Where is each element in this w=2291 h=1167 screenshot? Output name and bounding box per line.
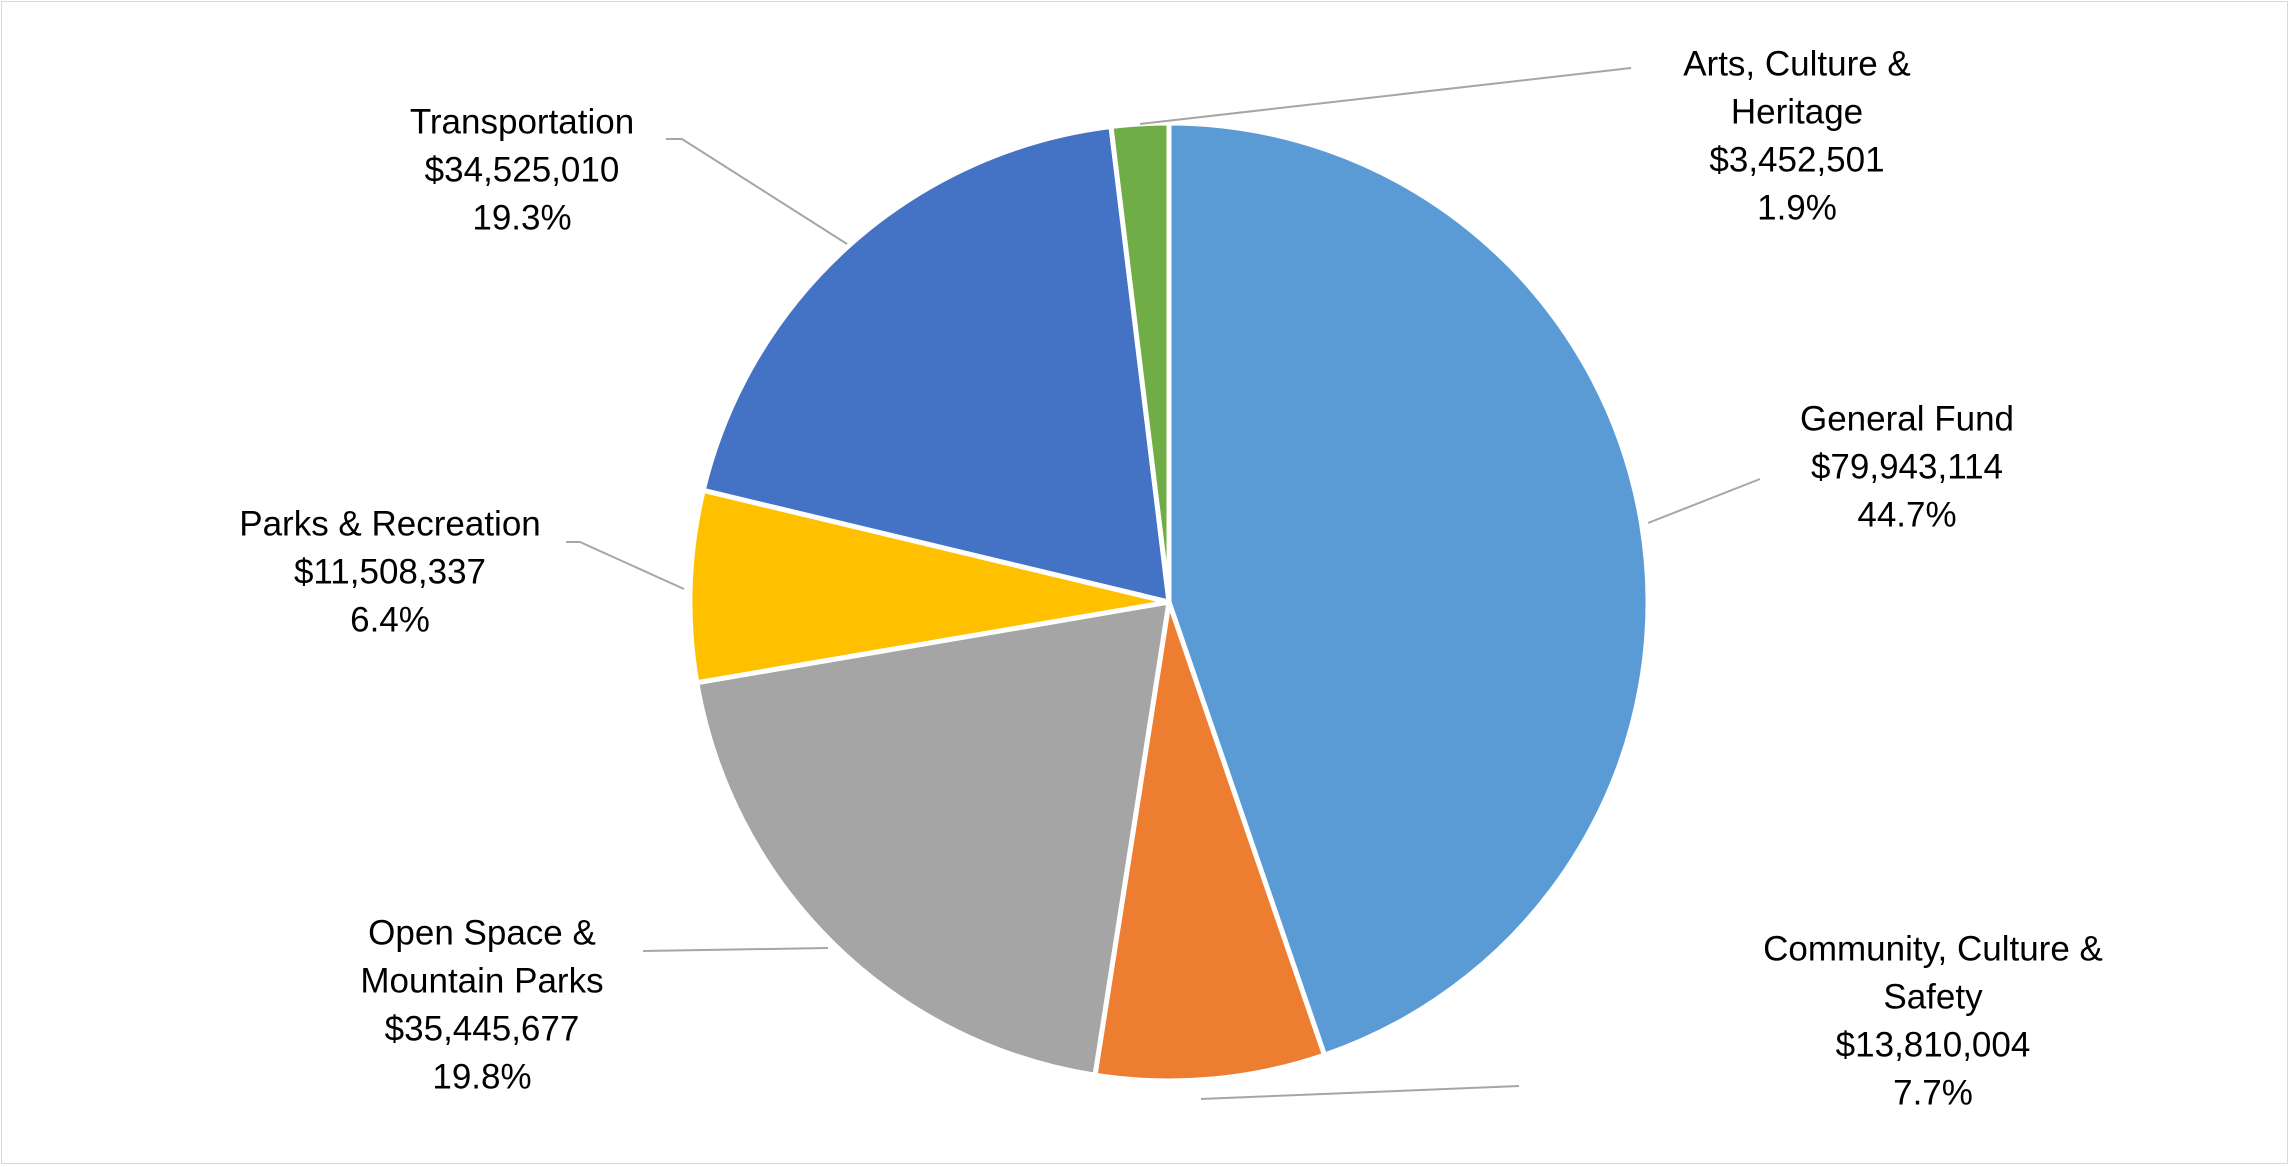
data-label: $11,508,337 bbox=[294, 552, 486, 591]
data-label: 19.3% bbox=[472, 198, 571, 237]
data-label: $79,943,114 bbox=[1811, 447, 2003, 486]
pie-slice bbox=[694, 599, 1172, 1078]
leader-line bbox=[1200, 1085, 1520, 1100]
leader-line bbox=[666, 138, 848, 245]
data-label: 19.8% bbox=[432, 1057, 531, 1096]
data-label: Open Space & bbox=[368, 913, 596, 952]
data-label: $13,810,004 bbox=[1836, 1025, 2031, 1064]
data-label: 1.9% bbox=[1757, 188, 1837, 227]
pie-slice bbox=[1166, 120, 1651, 1058]
leader-line bbox=[1647, 478, 1761, 524]
leader-line bbox=[1139, 67, 1632, 125]
data-label: General Fund bbox=[1800, 399, 2014, 438]
data-label: Community, Culture & bbox=[1763, 929, 2103, 968]
pie-slice bbox=[700, 124, 1172, 605]
data-label: 7.7% bbox=[1893, 1073, 1973, 1112]
data-label: 44.7% bbox=[1857, 495, 1956, 534]
data-label: $3,452,501 bbox=[1709, 140, 1884, 179]
data-label: Parks & Recreation bbox=[239, 504, 541, 543]
data-label: $35,445,677 bbox=[385, 1009, 580, 1048]
data-label: Arts, Culture & bbox=[1683, 44, 1911, 83]
data-label: $34,525,010 bbox=[425, 150, 620, 189]
data-label: Safety bbox=[1883, 977, 1983, 1016]
leader-line bbox=[642, 947, 829, 952]
pie-slice bbox=[687, 487, 1172, 686]
leader-line bbox=[566, 541, 685, 590]
data-label: 6.4% bbox=[350, 600, 430, 639]
data-label: Heritage bbox=[1731, 92, 1863, 131]
data-label: Transportation bbox=[410, 102, 634, 141]
pie-slice bbox=[1108, 120, 1172, 605]
data-label: Mountain Parks bbox=[360, 961, 603, 1000]
